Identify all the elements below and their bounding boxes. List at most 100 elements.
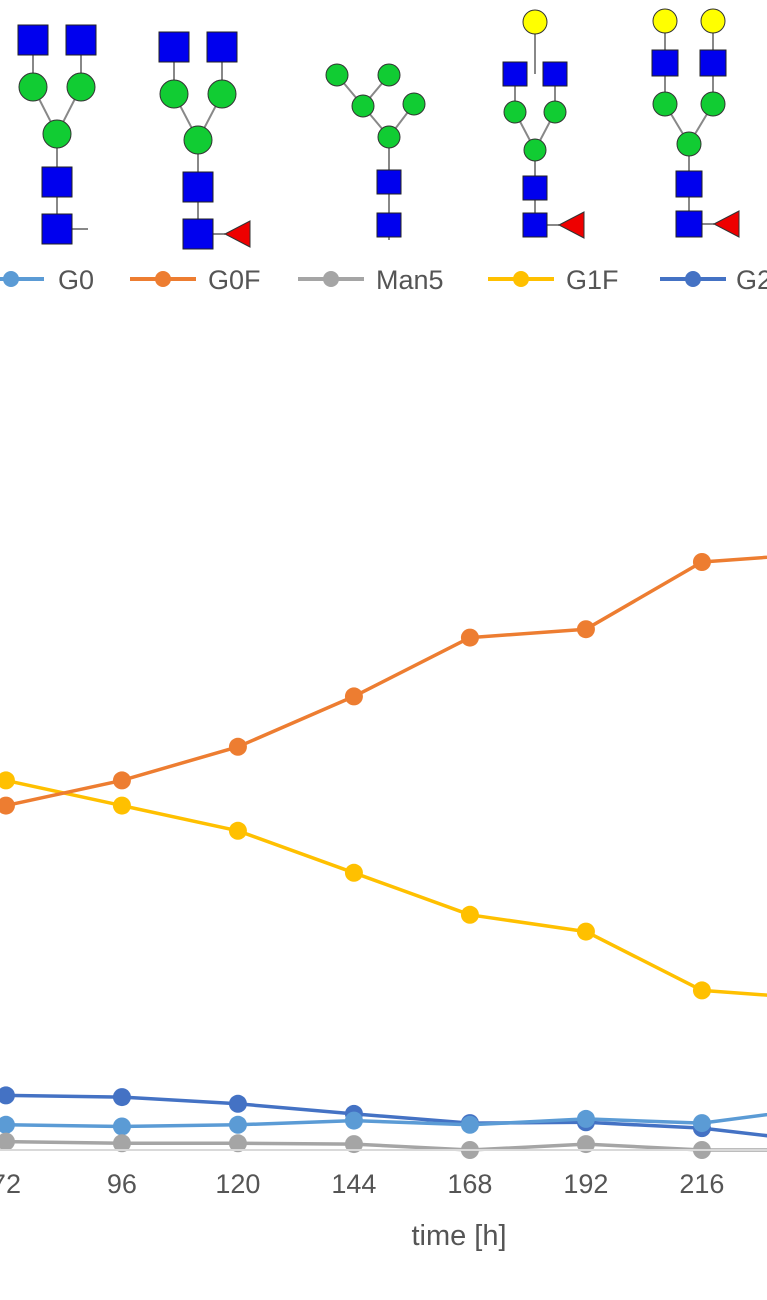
glcnac-square-icon — [675, 210, 703, 238]
data-point-g2-120 — [228, 1094, 247, 1113]
data-point-g0-120 — [228, 1115, 247, 1134]
glcnac-square-icon — [182, 171, 214, 203]
fucose-triangle-icon — [712, 210, 740, 238]
data-point-g0f-144 — [344, 687, 363, 706]
legend-label: G2 — [736, 265, 767, 295]
legend-swatch-marker — [155, 271, 171, 287]
x-tick-label: 96 — [107, 1169, 137, 1199]
x-tick-label: 120 — [215, 1169, 260, 1199]
mannose-circle-icon — [676, 131, 702, 157]
glcnac-square-icon — [675, 170, 703, 198]
glcnac-square-icon — [376, 169, 402, 195]
mannose-circle-icon — [377, 125, 401, 149]
data-point-g0f-192 — [576, 620, 595, 639]
mannose-circle-icon — [66, 72, 96, 102]
plot-area — [0, 553, 767, 1159]
legend-swatch-marker — [513, 271, 529, 287]
x-tick-label: 72 — [0, 1169, 21, 1199]
glcnac-square-icon — [17, 24, 49, 56]
data-point-g0-72 — [0, 1115, 15, 1134]
legend-item-g1f: G1F — [488, 265, 619, 295]
data-point-g0-192 — [576, 1109, 595, 1128]
series-g2 — [0, 1086, 767, 1138]
data-point-g1f-144 — [344, 863, 363, 882]
data-point-g0f-72 — [0, 796, 15, 815]
mannose-circle-icon — [18, 72, 48, 102]
legend-item-g0f: G0F — [130, 265, 261, 295]
mannose-circle-icon — [325, 63, 349, 87]
data-point-g1f-72 — [0, 771, 15, 790]
legend-swatch-marker — [3, 271, 19, 287]
data-point-g2-72 — [0, 1086, 15, 1105]
fucose-triangle-icon — [557, 211, 585, 239]
glcnac-square-icon — [41, 213, 73, 245]
glcnac-square-icon — [206, 31, 238, 63]
glcnac-square-icon — [522, 212, 548, 238]
legend-item-man5: Man5 — [298, 265, 444, 295]
glcnac-square-icon — [41, 166, 73, 198]
mannose-circle-icon — [207, 79, 237, 109]
legend-label: G0F — [208, 265, 261, 295]
data-point-man5-96 — [112, 1134, 131, 1153]
x-tick-label: 144 — [331, 1169, 376, 1199]
x-tick-label: 216 — [679, 1169, 724, 1199]
x-axis: 72 96 120 144 168 192 216 time [h] — [0, 1149, 767, 1252]
glycan-man5-icon — [325, 63, 426, 240]
mannose-circle-icon — [523, 138, 547, 162]
galactose-circle-icon — [700, 8, 726, 34]
glycan-g1f-icon — [502, 9, 585, 239]
legend-swatch-marker — [685, 271, 701, 287]
mannose-circle-icon — [42, 119, 72, 149]
series-man5 — [0, 1132, 767, 1159]
data-point-g1f-216 — [692, 981, 711, 1000]
glcnac-square-icon — [376, 212, 402, 238]
mannose-circle-icon — [503, 100, 527, 124]
glycan-g0-icon — [17, 24, 97, 245]
galactose-circle-icon — [652, 8, 678, 34]
legend-item-g2: G2 — [660, 265, 767, 295]
legend-swatch-marker — [323, 271, 339, 287]
data-point-g0-96 — [112, 1117, 131, 1136]
legend-label: G0 — [58, 265, 94, 295]
series-line-g0f — [0, 555, 767, 809]
data-point-man5-72 — [0, 1132, 15, 1151]
data-point-g1f-168 — [460, 905, 479, 924]
data-point-man5-192 — [576, 1135, 595, 1154]
x-axis-title: time [h] — [411, 1220, 506, 1252]
glcnac-square-icon — [158, 31, 190, 63]
data-point-g0f-120 — [228, 737, 247, 756]
series-g0f — [0, 553, 767, 815]
glcnac-square-icon — [522, 175, 548, 201]
glcnac-square-icon — [65, 24, 97, 56]
glcnac-square-icon — [542, 61, 568, 87]
data-point-g0-168 — [460, 1115, 479, 1134]
data-point-g0f-96 — [112, 771, 131, 790]
mannose-circle-icon — [351, 94, 375, 118]
data-point-g0-144 — [344, 1111, 363, 1130]
x-tick-label: 192 — [563, 1169, 608, 1199]
mannose-circle-icon — [159, 79, 189, 109]
legend: G0 G0F Man5 G1F G2 — [0, 265, 767, 295]
data-point-g0f-216 — [692, 553, 711, 571]
data-point-g2-96 — [112, 1088, 131, 1107]
glcnac-square-icon — [699, 49, 727, 77]
series-g0 — [0, 1109, 767, 1136]
mannose-circle-icon — [543, 100, 567, 124]
glcnac-square-icon — [182, 218, 214, 250]
data-point-man5-120 — [228, 1134, 247, 1153]
x-tick-label: 168 — [447, 1169, 492, 1199]
glcnac-square-icon — [502, 61, 528, 87]
glycan-g0f-icon — [158, 31, 251, 250]
mannose-circle-icon — [402, 92, 426, 116]
galactose-circle-icon — [522, 9, 548, 35]
glycan-structure-icons — [17, 8, 740, 250]
data-point-g1f-192 — [576, 922, 595, 941]
mannose-circle-icon — [700, 91, 726, 117]
fucose-triangle-icon — [223, 220, 251, 248]
mannose-circle-icon — [377, 63, 401, 87]
data-point-g1f-120 — [228, 821, 247, 840]
legend-label: Man5 — [376, 265, 444, 295]
glcnac-square-icon — [651, 49, 679, 77]
mannose-circle-icon — [652, 91, 678, 117]
